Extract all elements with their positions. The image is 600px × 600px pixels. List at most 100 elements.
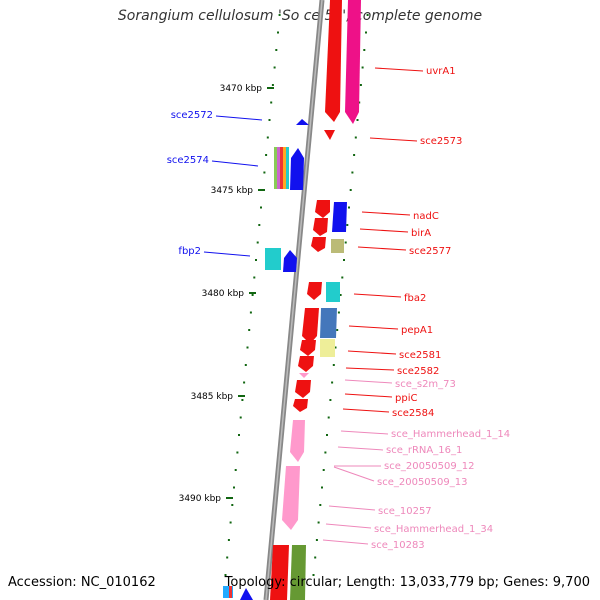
gene-label-sce_Hammerhead_1_14[interactable]: sce_Hammerhead_1_14 bbox=[391, 429, 510, 440]
gene-label-fbp2[interactable]: fbp2 bbox=[178, 246, 201, 257]
track-dot bbox=[365, 31, 367, 34]
gene-block-sce_10257[interactable] bbox=[282, 466, 300, 530]
track-dot bbox=[329, 399, 332, 401]
gene-block-sce2584[interactable] bbox=[293, 399, 308, 412]
track-dot bbox=[255, 259, 257, 261]
ruler: 3470 kbp 3475 kbp 3480 kbp 3485 kbp 3490… bbox=[179, 84, 274, 504]
gene-block-sce2574-violet[interactable] bbox=[277, 147, 280, 189]
gene-label-sce_s2m_73[interactable]: sce_s2m_73 bbox=[395, 379, 456, 390]
gene-label-pepA1[interactable]: pepA1 bbox=[401, 325, 433, 336]
track-dot bbox=[246, 346, 249, 349]
genome-summary-text: Topology: circular; Length: 13,033,779 b… bbox=[224, 575, 590, 590]
track-dot bbox=[263, 171, 266, 174]
ruler-label-3490: 3490 kbp bbox=[179, 494, 222, 504]
leader-line bbox=[374, 67, 424, 72]
track-dot bbox=[326, 434, 328, 436]
leader-line bbox=[347, 350, 397, 355]
gene-block-sce2577-olive[interactable] bbox=[331, 239, 344, 253]
gene-label-sce_20050509_13[interactable]: sce_20050509_13 bbox=[377, 477, 467, 488]
gene-block-pepA1-steel[interactable] bbox=[320, 308, 337, 338]
leader-line bbox=[337, 446, 384, 451]
gene-label-sce_20050509_12[interactable]: sce_20050509_12 bbox=[384, 461, 474, 472]
gene-block-sce_s2m_73[interactable] bbox=[299, 373, 309, 378]
gene-label-sce_Hammerhead_1_34[interactable]: sce_Hammerhead_1_34 bbox=[374, 524, 493, 535]
gene-label-sce2574[interactable]: sce2574 bbox=[167, 155, 209, 166]
gene-block-uvrA1[interactable] bbox=[325, 0, 342, 122]
gene-block-bottom-left-cyan[interactable] bbox=[223, 586, 233, 598]
gene-block-sce2573[interactable] bbox=[324, 130, 335, 140]
track-dot bbox=[359, 84, 362, 86]
gene-block-bottom-left-blue[interactable] bbox=[240, 588, 253, 600]
track-dot bbox=[312, 574, 315, 576]
gene-label-sce2577[interactable]: sce2577 bbox=[409, 246, 451, 257]
track-dot bbox=[356, 119, 359, 121]
gene-label-sce_10283[interactable]: sce_10283 bbox=[371, 540, 425, 551]
ruler-label-3480: 3480 kbp bbox=[202, 289, 245, 299]
gene-block-sce2574-cyan[interactable] bbox=[286, 147, 289, 189]
gene-label-nadC[interactable]: nadC bbox=[413, 211, 439, 222]
gene-block-sce2574-red[interactable] bbox=[280, 147, 283, 189]
leader-line bbox=[361, 211, 411, 216]
gene-block-sce2572[interactable] bbox=[296, 119, 309, 125]
gene-block-fba2-cyan[interactable] bbox=[326, 282, 340, 302]
gene-block-nadC[interactable] bbox=[315, 200, 330, 218]
gene-block-nadC-blue[interactable] bbox=[332, 202, 347, 232]
gene-label-ppiC[interactable]: ppiC bbox=[395, 393, 417, 404]
gene-label-sce2582[interactable]: sce2582 bbox=[397, 366, 439, 377]
gene-block-bottom-olive[interactable] bbox=[290, 545, 306, 600]
gene-block-pepA1-yellow[interactable] bbox=[320, 339, 335, 357]
gene-block-pepA1[interactable] bbox=[302, 308, 319, 344]
gene-block-sce2574[interactable] bbox=[290, 148, 304, 190]
track-dot bbox=[266, 136, 269, 139]
leader-line bbox=[325, 523, 372, 529]
gene-block-sce_rRNA_16_1[interactable] bbox=[290, 420, 305, 462]
gene-block-fbp2-cyan[interactable] bbox=[265, 248, 281, 270]
track-dot bbox=[278, 14, 281, 16]
gene-label-fba2[interactable]: fba2 bbox=[404, 293, 426, 304]
leader-line bbox=[211, 160, 259, 167]
track-dot bbox=[227, 539, 230, 541]
gene-label-birA[interactable]: birA bbox=[411, 228, 431, 239]
gene-block-sce2574-green[interactable] bbox=[274, 147, 277, 189]
gene-label-sce_10257[interactable]: sce_10257 bbox=[378, 506, 432, 517]
leader-line bbox=[345, 367, 395, 371]
gene-label-sce2572[interactable]: sce2572 bbox=[171, 110, 213, 121]
track-dot bbox=[229, 521, 232, 524]
leader-line bbox=[203, 251, 251, 257]
gene-block-fbp2[interactable] bbox=[283, 250, 297, 272]
gene-block-sce2582[interactable] bbox=[298, 356, 314, 372]
track-dot bbox=[351, 171, 354, 174]
gene-block-sce2577[interactable] bbox=[311, 237, 326, 252]
gene-label-uvrA1[interactable]: uvrA1 bbox=[426, 66, 456, 77]
gene-block-ppiC[interactable] bbox=[295, 380, 311, 398]
gene-label-sce2584[interactable]: sce2584 bbox=[392, 408, 434, 419]
track-dot bbox=[314, 556, 317, 559]
track-dot bbox=[336, 329, 339, 331]
right-strand-features bbox=[270, 0, 361, 600]
gene-block-fba2[interactable] bbox=[307, 282, 322, 300]
track-dot bbox=[354, 136, 357, 139]
gene-label-sce_rRNA_16_1[interactable]: sce_rRNA_16_1 bbox=[386, 445, 462, 456]
track-dot bbox=[239, 416, 242, 419]
right-dotted-track bbox=[312, 14, 369, 576]
map-title: Sorangium cellulosum 'So ce 56', complet… bbox=[117, 8, 483, 24]
gene-block-sce2581[interactable] bbox=[300, 340, 316, 356]
gene-label-sce2573[interactable]: sce2573 bbox=[420, 136, 462, 147]
track-dot bbox=[343, 259, 345, 261]
track-dot bbox=[358, 101, 361, 104]
track-dot bbox=[334, 346, 337, 349]
gene-block-sce2574-orange[interactable] bbox=[283, 147, 286, 189]
track-dot bbox=[268, 119, 271, 121]
gene-label-sce2581[interactable]: sce2581 bbox=[399, 350, 441, 361]
gene-block-uvrA1-partner[interactable] bbox=[345, 0, 361, 124]
gene-block-bottom-left-red[interactable] bbox=[229, 586, 232, 598]
track-dot bbox=[341, 276, 344, 279]
track-dot bbox=[337, 311, 340, 314]
leader-line bbox=[359, 228, 409, 233]
genome-backbone-highlight bbox=[265, 0, 323, 600]
track-dot bbox=[231, 504, 234, 506]
gene-block-birA[interactable] bbox=[313, 218, 328, 236]
gene-block-bottom-red[interactable] bbox=[270, 545, 289, 600]
track-dot bbox=[277, 31, 279, 34]
